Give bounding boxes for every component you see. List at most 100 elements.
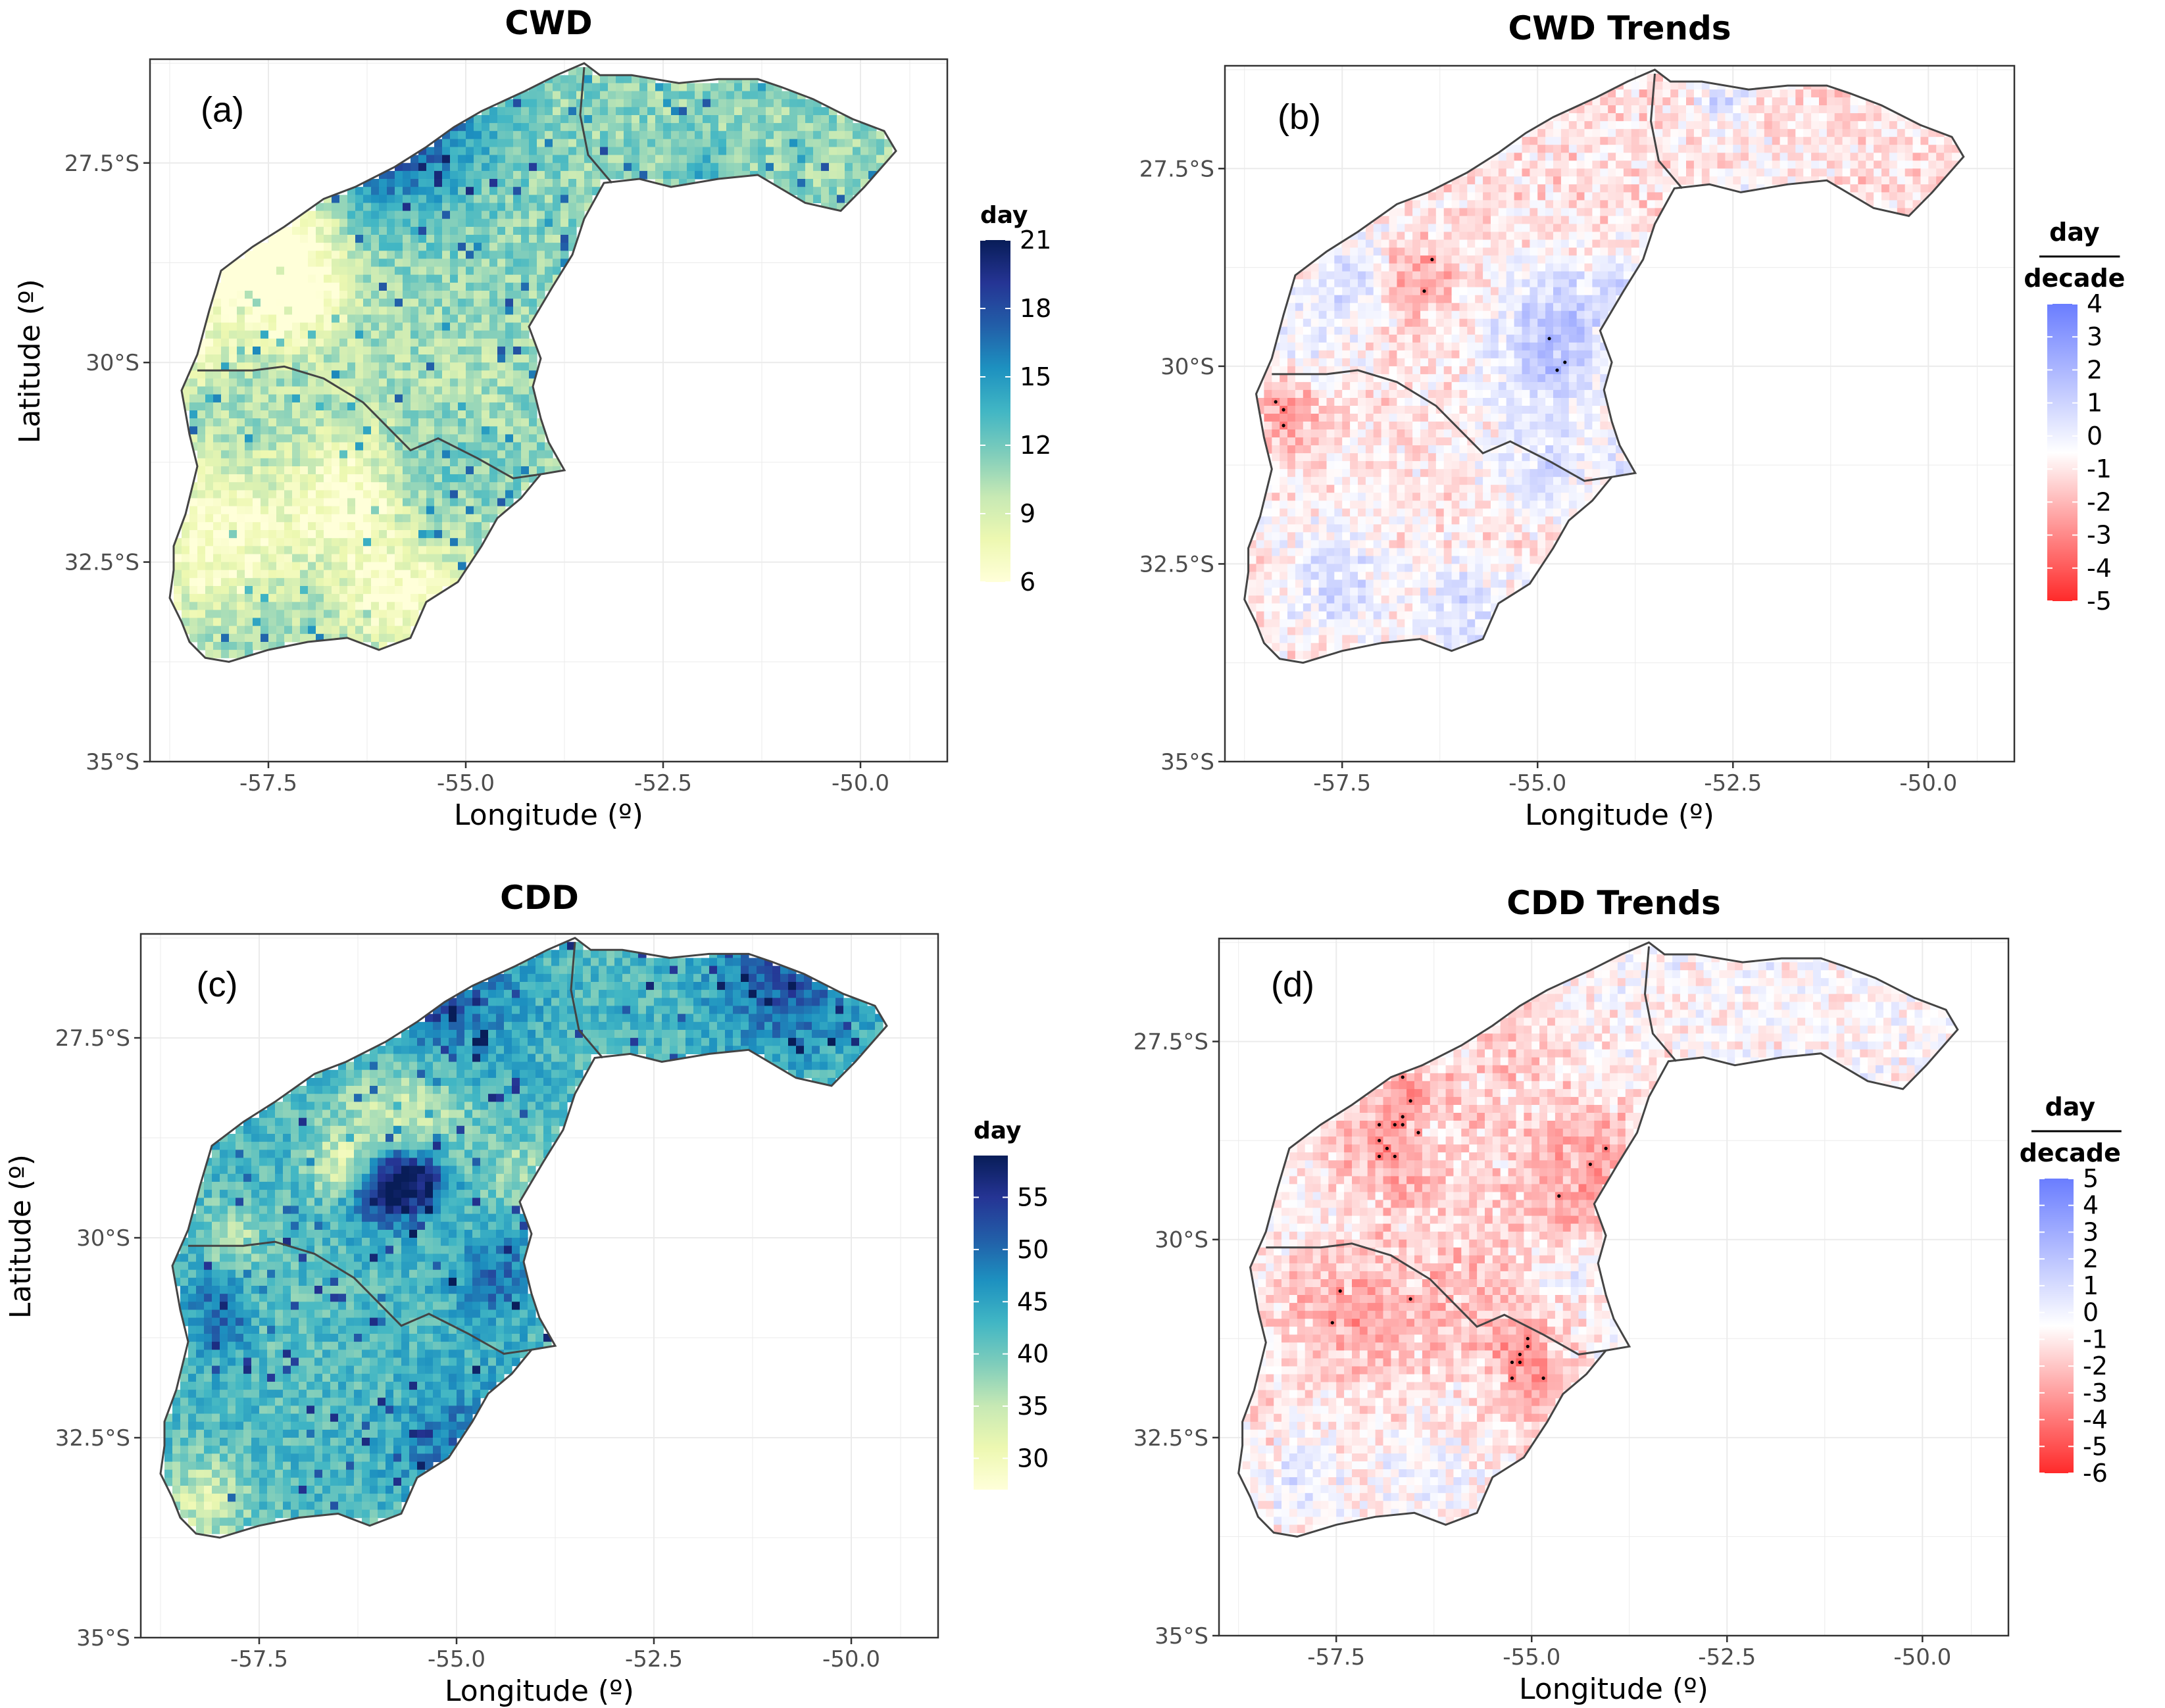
legend-tick-label: 0	[2083, 1298, 2099, 1327]
heatmap-cells	[1242, 946, 1954, 1533]
legend-colorbar	[2039, 1179, 2074, 1473]
legend-tick-label: 21	[1020, 226, 1051, 255]
panel-cdd: CDD (c) -57.5 -55.0 -52.5 -50.0 Longitude (º) 2…	[4, 879, 1049, 1708]
panel-border	[149, 58, 949, 763]
significance-dots	[1330, 1075, 1608, 1380]
y-tick-label: 30°S	[1155, 1227, 1208, 1254]
panel-title: CDD Trends	[1506, 884, 1720, 922]
legend-tick-label: 0	[2087, 422, 2103, 451]
legend-tick-label: 30	[1017, 1444, 1049, 1473]
legend-tick-label: -5	[2087, 587, 2112, 616]
significance-dots	[1274, 258, 1567, 427]
x-tick-label: -50.0	[832, 770, 889, 796]
legend-tick-label: 2	[2087, 355, 2103, 384]
panel-title: CWD	[505, 4, 592, 42]
legend-tick-label: 1	[2087, 389, 2103, 418]
y-tick-label: 30°S	[86, 350, 139, 376]
panel-title: CDD	[500, 879, 579, 917]
y-tick-label: 27.5°S	[64, 151, 139, 177]
panel-cdd_trends: CDD Trends (d) -57.5 -55.0 -52.5 -50.0 Longitu…	[1133, 884, 2122, 1706]
legend-tick-label: 15	[1020, 362, 1051, 391]
legend-tick-label: -1	[2087, 454, 2112, 483]
x-axis-label: Longitude (º)	[454, 798, 643, 832]
legend-colorbar	[974, 1156, 1008, 1490]
legend-tick-label: 1	[2083, 1271, 2099, 1300]
legend-title-bottom: decade	[2024, 264, 2125, 293]
legend-tick-label: 3	[2087, 322, 2103, 351]
x-axis: -57.5 -55.0 -52.5 -50.0 Longitude (º)	[1313, 762, 1957, 832]
legend-tick-label: -4	[2087, 554, 2112, 583]
legend-tick-label: -3	[2083, 1379, 2108, 1407]
subregion-boundary	[1272, 369, 1612, 482]
subregion-boundary	[197, 365, 541, 479]
x-tick-label: -55.0	[1503, 1644, 1560, 1671]
legend-tick-label: -1	[2083, 1325, 2108, 1354]
legend-tick-label: -4	[2083, 1405, 2108, 1434]
region-outline	[1243, 68, 1965, 664]
panel-border	[139, 933, 939, 1639]
legend-title-top: day	[2049, 218, 2100, 247]
legend-tick-label: -5	[2083, 1432, 2108, 1461]
legend-tick-label: 35	[1017, 1392, 1049, 1421]
panel-border	[1224, 64, 2016, 763]
x-axis-label: Longitude (º)	[1519, 1672, 1708, 1706]
x-tick-label: -52.5	[1698, 1644, 1756, 1671]
x-axis-label: Longitude (º)	[1525, 798, 1714, 832]
y-axis: 27.5°S 30°S 32.5°S 35°S	[1133, 1029, 1219, 1649]
panel-label: (a)	[201, 90, 244, 130]
legend-tick-label: 50	[1017, 1235, 1049, 1264]
x-tick-label: -57.5	[1307, 1644, 1365, 1671]
subregion-boundary	[1266, 1242, 1606, 1355]
legend-tick-label: 2	[2083, 1244, 2099, 1273]
panel-label: (d)	[1271, 965, 1314, 1004]
subregion-boundary	[1649, 73, 1683, 189]
y-tick-label: 27.5°S	[1139, 156, 1214, 182]
y-tick-label: 30°S	[76, 1225, 130, 1252]
subregion-boundary	[579, 66, 613, 184]
panel-title: CWD Trends	[1508, 9, 1731, 47]
x-tick-label: -50.0	[1899, 770, 1957, 796]
y-tick-label: 32.5°S	[1133, 1425, 1208, 1452]
legend-tick-label: 45	[1017, 1287, 1049, 1316]
panel-cwd: CWD (a) -57.5 -55.0 -52.5 -50.0 Longitude (º) 2…	[13, 4, 1051, 832]
y-tick-label: 32.5°S	[55, 1425, 130, 1452]
y-axis: 27.5°S 30°S 32.5°S 35°S	[1139, 156, 1225, 775]
legend: day 55 50 45 40 35 30	[974, 1117, 1049, 1490]
y-tick-label: 30°S	[1160, 354, 1214, 380]
y-tick-label: 35°S	[76, 1625, 130, 1651]
x-tick-label: -57.5	[1313, 770, 1371, 796]
legend-tick-label: 4	[2083, 1191, 2099, 1220]
x-axis: -57.5 -55.0 -52.5 -50.0 Longitude (º)	[230, 1638, 880, 1708]
legend-tick-label: -2	[2083, 1352, 2108, 1380]
heatmap-cells	[164, 942, 883, 1534]
x-tick-label: -50.0	[822, 1646, 880, 1672]
y-axis: 27.5°S 30°S 32.5°S 35°S Latitude (º)	[13, 151, 150, 775]
legend-tick-label: 6	[1020, 568, 1035, 597]
y-axis-label: Latitude (º)	[4, 1154, 37, 1319]
x-tick-label: -57.5	[239, 770, 297, 796]
legend-tick-label: 18	[1020, 294, 1051, 323]
legend-tick-label: 3	[2083, 1217, 2099, 1246]
legend-tick-label: 55	[1017, 1183, 1049, 1212]
legend-tick-label: 40	[1017, 1340, 1049, 1369]
legend-tick-label: 5	[2083, 1164, 2099, 1193]
legend-tick-label: 12	[1020, 431, 1051, 460]
subregion-boundary	[188, 1240, 532, 1355]
x-tick-label: -55.0	[1508, 770, 1566, 796]
x-tick-label: -57.5	[230, 1646, 288, 1672]
x-tick-label: -52.5	[625, 1646, 683, 1672]
legend-title-bottom: decade	[2020, 1138, 2121, 1167]
x-tick-label: -52.5	[634, 770, 692, 796]
y-tick-label: 27.5°S	[1133, 1029, 1208, 1056]
y-tick-label: 32.5°S	[64, 550, 139, 576]
panel-label: (c)	[197, 965, 238, 1004]
y-tick-label: 35°S	[86, 749, 139, 775]
y-tick-label: 35°S	[1160, 749, 1214, 775]
legend-colorbar	[2047, 304, 2078, 601]
legend-tick-label: -3	[2087, 521, 2112, 550]
legend-tick-label: 9	[1020, 499, 1035, 528]
subregion-boundary	[1643, 946, 1678, 1062]
